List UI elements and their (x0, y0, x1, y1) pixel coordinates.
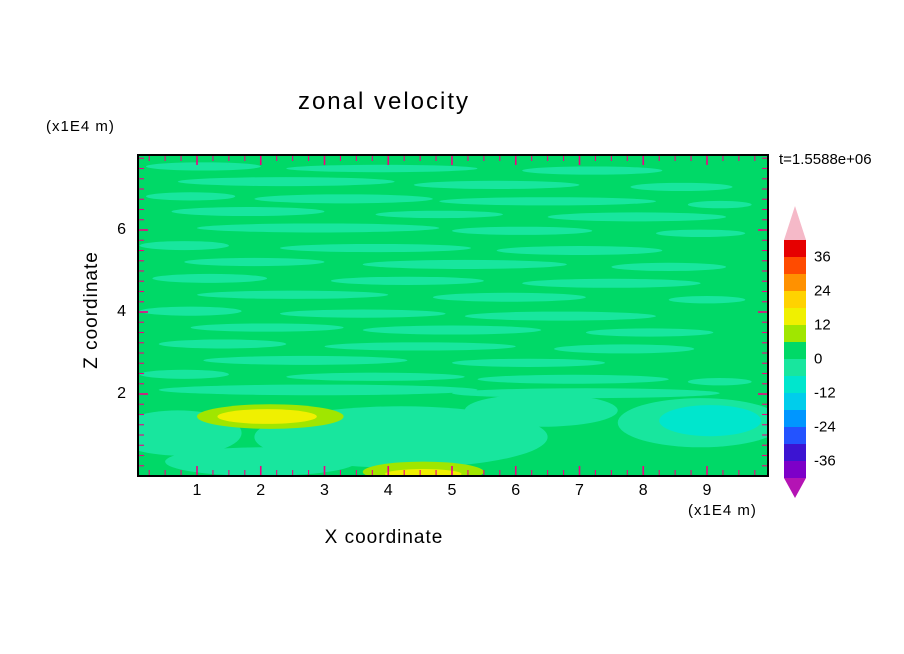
contour-blob (477, 374, 669, 384)
x-tick-label: 2 (256, 482, 266, 499)
y-tick-label: 2 (117, 385, 126, 402)
colorbar-segment (784, 376, 806, 393)
colorbar-segment (784, 359, 806, 376)
x-tick-label: 8 (638, 482, 648, 499)
x-tick-label: 7 (575, 482, 584, 499)
contour-blob (375, 210, 503, 219)
contour-blob (184, 257, 325, 267)
colorbar-tick-label: -36 (814, 452, 836, 470)
contour-blob (158, 339, 287, 349)
axis-ticks (139, 156, 767, 475)
colorbar-tick-label: 0 (814, 350, 823, 368)
contour-blob (146, 162, 261, 171)
x-tick-label: 5 (447, 482, 457, 499)
contour-blob (385, 469, 462, 475)
contour-blob (139, 306, 242, 316)
timestamp-label: t=1.5588e+06 (779, 151, 872, 168)
contour-blob (452, 226, 593, 235)
contour-blob (432, 292, 586, 302)
contour-blob (522, 278, 701, 288)
contour-blob (165, 447, 357, 475)
contour-blob (630, 182, 733, 192)
y-axis-unit-label: (x1E4 m) (46, 118, 115, 135)
contour-blob (452, 358, 605, 367)
feature-negative-streaks (139, 162, 767, 475)
contour-blob (139, 369, 229, 379)
x-axis-title: X coordinate (324, 527, 444, 548)
feature-negative-minimum (659, 405, 762, 437)
x-axis-unit-label: (x1E4 m) (688, 502, 757, 519)
contour-blob (330, 276, 484, 285)
colorbar-arrow-up (784, 206, 806, 240)
contour-blob (197, 223, 440, 233)
contour-blob (611, 262, 727, 271)
x-tick-label: 9 (702, 482, 712, 499)
colorbar-segment (784, 274, 806, 291)
colorbar-segment (784, 257, 806, 274)
colorbar-tick-label: 12 (814, 316, 831, 334)
colorbar-segment (784, 325, 806, 342)
contour-blob (522, 166, 663, 175)
colorbar-tick-label: 36 (814, 248, 831, 266)
colorbar-arrow-down (784, 478, 806, 498)
contour-blob (254, 194, 433, 204)
colorbar-tick-label: 24 (814, 282, 831, 300)
contour-blob (158, 384, 478, 396)
contour-blob (139, 241, 229, 251)
contour-blob (668, 296, 746, 304)
contour-blob (324, 342, 516, 351)
x-tick-label: 1 (192, 482, 202, 499)
plot-frame (137, 154, 769, 477)
contour-blob (152, 273, 268, 283)
colorbar-tick-label: -12 (814, 384, 836, 402)
contour-blob (554, 344, 695, 354)
x-tick-label: 6 (511, 482, 521, 499)
colorbar-segment (784, 240, 806, 257)
contour-blob (197, 290, 389, 299)
contour-blob (656, 229, 746, 237)
contour-blob (464, 394, 618, 427)
colorbar (784, 206, 806, 498)
contour-field (139, 156, 767, 475)
x-tick-label: 3 (320, 482, 329, 499)
contour-blob (687, 378, 752, 386)
colorbar-segment (784, 410, 806, 427)
contour-blob (362, 325, 542, 335)
colorbar-segment (784, 444, 806, 461)
colorbar-segment (784, 308, 806, 325)
contour-blob (203, 355, 408, 365)
contour-blob (659, 405, 762, 437)
contour-blob (585, 328, 714, 337)
colorbar-segment (784, 342, 806, 359)
y-tick-label: 6 (117, 221, 126, 238)
contour-blob (413, 180, 580, 189)
colorbar-segment (784, 461, 806, 478)
contour-blob (687, 200, 752, 209)
contour-blob (286, 164, 478, 173)
y-axis-title: Z coordinate (81, 251, 102, 369)
contour-blob (279, 243, 472, 253)
colorbar-segment (784, 393, 806, 410)
contour-blob (464, 311, 656, 321)
plot-title: zonal velocity (297, 88, 471, 115)
contour-blob (279, 309, 446, 318)
contour-blob (439, 197, 656, 206)
contour-blob (171, 207, 325, 217)
contour-blob (362, 259, 567, 269)
contour-blob (177, 177, 395, 187)
x-tick-label: 4 (383, 482, 393, 499)
colorbar-segment (784, 427, 806, 444)
contour-blob (547, 212, 727, 222)
contour-blob (146, 192, 236, 201)
contour-blob (452, 388, 720, 399)
colorbar-segment (784, 291, 806, 308)
y-tick-label: 4 (117, 303, 126, 320)
contour-blob (217, 409, 317, 424)
colorbar-tick-label: -24 (814, 418, 836, 436)
contour-blob (190, 323, 344, 332)
contour-blob (496, 245, 663, 256)
contour-blob (286, 372, 465, 381)
